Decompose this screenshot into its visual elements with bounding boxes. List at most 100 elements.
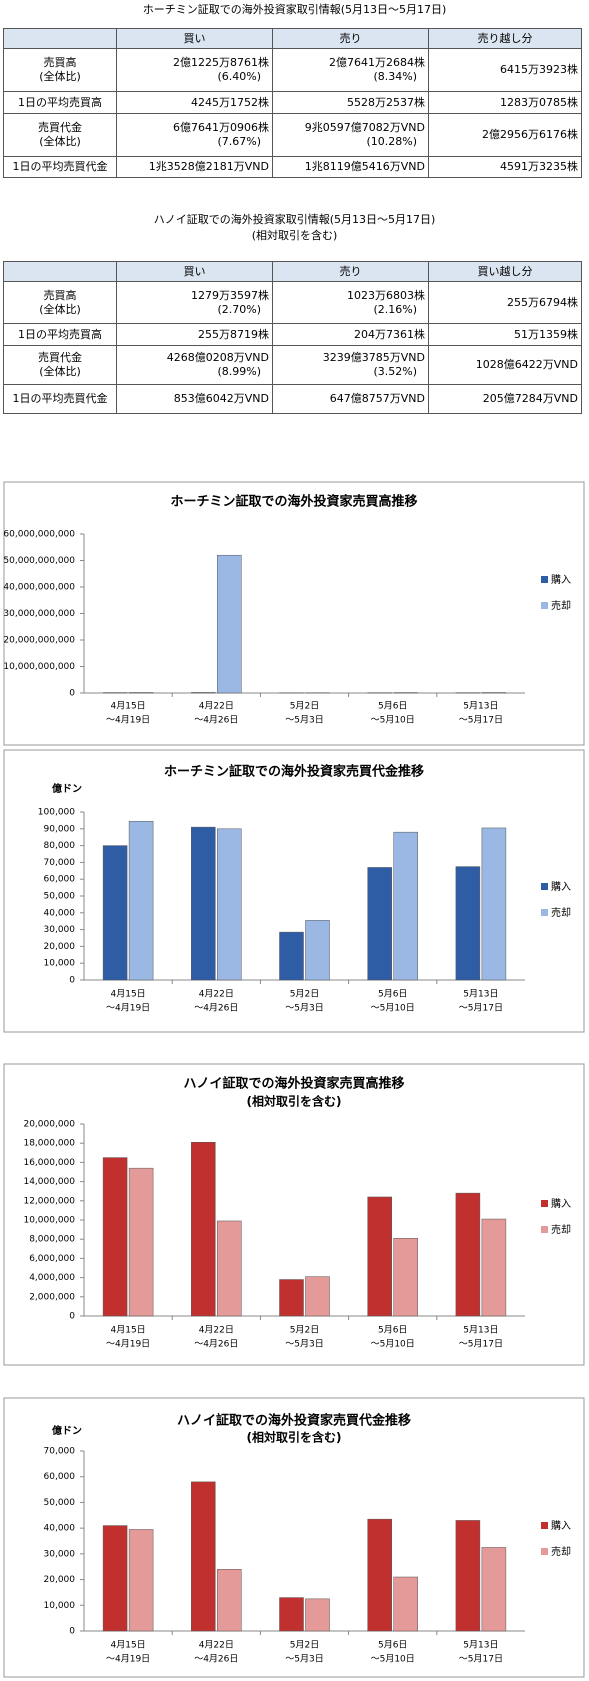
cell: 1日の平均売買代金 [3,384,117,414]
cell-text: 51万1359株 [514,327,578,341]
y-tick-label: 10,000,000 [23,1216,75,1226]
y-axis-label: 億ドン [52,1424,82,1437]
legend-label: 売却 [551,1223,571,1236]
cell-text: 4268億0208万VND [166,351,269,364]
x-tick-label: ～4月26日 [194,1654,238,1665]
row: 1日の平均売買高 4245万1752株 5528万2537株 1283万0785株 [3,91,582,114]
cell: 205億7284万VND [428,384,582,414]
y-tick-label: 60,000,000,000 [3,530,75,540]
cell-text: 2億1225万8761株 [173,56,269,69]
cell: 1兆8119億5416万VND [272,156,429,178]
cell-text: 売買代金 [38,351,82,364]
legend-swatch [541,1226,548,1233]
cell: 1日の平均売買高 [3,91,117,114]
x-tick-label: ～5月10日 [371,1003,415,1014]
bar [305,1598,330,1632]
y-tick-label: 60,000 [44,1472,76,1482]
cell-text: 1兆8119億5416万VND [304,160,425,173]
cell-text: 1兆3528億2181万VND [148,160,269,173]
bar [191,826,216,981]
bar [455,1192,481,1317]
x-tick-label: 4月22日 [199,1325,234,1336]
bar [455,866,481,981]
bar [481,827,507,981]
x-tick-label: ～5月3日 [285,1654,323,1665]
cell-text: (10.28%) [366,135,417,148]
cell-text: 205億7284万VND [482,392,578,405]
row: 1日の平均売買代金 853億6042万VND 647億8757万VND 205億728… [3,384,582,414]
y-tick-label: 4,000,000 [29,1273,75,1283]
x-tick-label: ～5月3日 [285,715,323,726]
x-tick-label: ～5月10日 [371,1654,415,1665]
x-tick-label: 5月6日 [378,989,407,1000]
legend-label: 売却 [551,599,571,612]
cell: 6億7641万0906株 (7.67%) [116,113,273,157]
y-tick-label: 30,000 [44,925,76,935]
legend-swatch [541,1548,548,1555]
bar [217,828,242,981]
cell-text: (3.52%) [373,365,417,378]
x-tick-label: 4月15日 [111,989,146,1000]
cell-text: 853億6042万VND [173,392,269,405]
bar [305,1276,330,1317]
cell-text: 4245万1752株 [191,95,269,109]
cell-text: 255万8719株 [198,327,269,341]
legend-label: 購入 [551,880,571,893]
y-tick-label: 0 [69,689,75,699]
x-tick-label: 5月2日 [290,1325,319,1336]
x-tick-label: 4月15日 [111,701,146,712]
bar [279,931,304,981]
table-title: ハノイ証取での海外投資家取引情報(5月13日～5月17日) [153,213,436,226]
chart-frame [3,749,585,1033]
legend-swatch [541,602,548,609]
bar [367,1196,392,1317]
y-tick-label: 60,000 [44,875,76,885]
legend-swatch [541,1200,548,1207]
cell: 4591万3235株 [428,156,582,178]
header-cell: 売り [272,28,429,49]
cell-text: 1279万3597株 [191,288,269,302]
cell-text: (全体比) [39,365,81,378]
header-row: 買い 売り 売り越し分 [3,28,582,49]
x-tick-label: 5月13日 [463,1325,498,1336]
header-cell: 買い [116,261,273,282]
y-tick-label: 0 [69,1312,75,1322]
chart-subtitle: (相対取引を含む) [247,1094,342,1109]
bar [279,1597,304,1632]
bar [393,831,418,981]
y-tick-label: 16,000,000 [23,1158,75,1168]
table: 買い 売り 買い越し分 売買高 (全体比) 1279万3597株 (2.70%) 1023万6… [3,261,582,414]
bar [102,1157,128,1317]
bar [128,1167,154,1317]
table: 買い 売り 売り越し分 売買高 (全体比) 2億1225万8761株 (6.40%) 2億76… [3,28,582,178]
y-tick-label: 50,000,000,000 [3,556,75,566]
cell: 2億7641万2684株 (8.34%) [272,48,429,92]
y-tick-label: 18,000,000 [23,1139,75,1149]
x-tick-label: ～4月26日 [194,1003,238,1014]
y-tick-label: 0 [69,1627,75,1637]
cell-text: 9兆0597億7082万VND [304,121,425,134]
bar [455,1520,481,1632]
cell-text: 6415万3923株 [500,63,578,76]
chart-title: ハノイ証取での海外投資家売買代金推移 [177,1413,411,1429]
cell: 1023万6803株 (2.16%) [272,281,429,324]
x-tick-label: 5月6日 [378,701,407,712]
cell-text: (8.99%) [217,365,261,378]
y-tick-label: 50,000 [44,892,76,902]
x-tick-label: 5月2日 [290,701,319,712]
x-tick-label: ～5月3日 [285,1003,323,1014]
cell: 853億6042万VND [116,384,273,414]
x-tick-label: 5月6日 [378,1325,407,1336]
x-tick-label: ～4月19日 [106,1003,150,1014]
cell-text: 1日の平均売買高 [18,327,102,341]
y-tick-label: 12,000,000 [23,1196,75,1206]
header-cell [3,261,117,282]
chart-subtitle: (相対取引を含む) [247,1430,342,1445]
x-tick-label: ～5月17日 [459,1003,503,1014]
y-tick-label: 40,000 [44,908,76,918]
bar [217,554,242,694]
bar [367,867,392,981]
legend-label: 売却 [551,906,571,919]
cell-text: 5528万2537株 [347,95,425,109]
x-tick-label: ～5月17日 [459,1339,503,1350]
